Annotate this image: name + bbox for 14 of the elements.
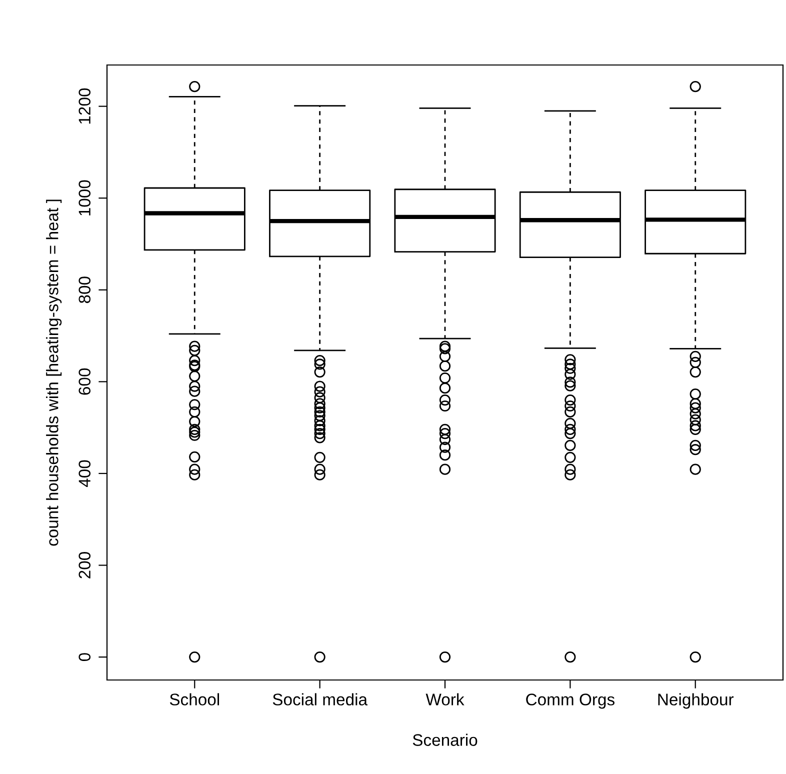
x-tick-label: School <box>170 693 219 706</box>
y-tick-label: 200 <box>78 552 91 578</box>
x-tick-label: Work <box>426 693 464 706</box>
x-axis-title: Scenario <box>412 734 478 746</box>
y-tick-label: 600 <box>78 368 91 395</box>
y-axis-title: count households with [heating-system = heat ] <box>46 200 62 546</box>
x-tick-label: Neighbour <box>658 693 734 709</box>
x-tick-label: Social media <box>272 693 368 706</box>
x-tick-label: Comm Orgs <box>526 694 614 709</box>
y-tick-label: 1200 <box>78 88 91 124</box>
y-tick-label: 400 <box>78 460 91 487</box>
y-tick-label: 800 <box>78 276 91 304</box>
y-tick-label: 1000 <box>78 180 91 216</box>
y-tick-label: 0 <box>78 653 91 662</box>
